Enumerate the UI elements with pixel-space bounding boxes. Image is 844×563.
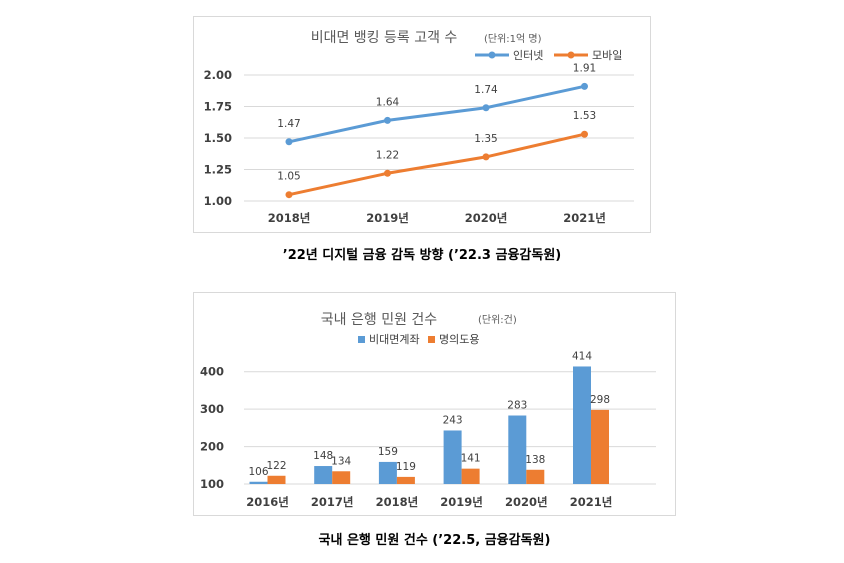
data-label: 119: [396, 461, 416, 473]
chart-caption: ’22년 디지털 금융 감독 방향 (’22.3 금융감독원): [282, 248, 562, 263]
data-label: 1.53: [573, 110, 596, 122]
y-tick-label: 100: [200, 477, 224, 491]
bar: [249, 481, 268, 484]
x-tick-label: 2016년: [246, 495, 289, 509]
y-tick-label: 400: [200, 365, 224, 379]
y-tick-label: 300: [200, 402, 224, 416]
x-axis: 2018년 2019년 2020년 2021년: [268, 211, 606, 225]
x-tick-label: 2020년: [465, 211, 508, 225]
bar: [508, 415, 527, 484]
bar: [591, 409, 609, 484]
series-line: [288, 132, 585, 197]
data-label: 243: [443, 414, 463, 426]
data-label: 414: [572, 350, 592, 362]
x-tick-label: 2020년: [505, 495, 548, 509]
x-tick-label: 2018년: [376, 495, 419, 509]
data-label: 106: [248, 466, 268, 478]
legend: 비대면계좌 명의도용: [358, 333, 479, 346]
line-chart-panel: 비대면 뱅킹 등록 고객 수 (단위:1억 명) 인터넷 모바일 1.00 1.25…: [193, 16, 651, 233]
plot-area: 106 148 159 243 283 414 122 134 119 141 138 298: [248, 350, 610, 484]
bar-chart: 국내 은행 민원 건수 (단위:건) 비대면계좌 명의도용 100 200 300 40…: [200, 312, 656, 509]
legend-marker: [567, 51, 575, 59]
legend: 인터넷 모바일: [475, 48, 622, 62]
legend-marker: [488, 51, 496, 59]
y-tick-label: 1.75: [204, 100, 232, 114]
data-point: [285, 191, 293, 199]
x-tick-label: 2017년: [311, 495, 354, 509]
data-point: [384, 116, 391, 124]
data-label: 1.05: [277, 171, 300, 183]
y-tick-label: 1.25: [204, 163, 232, 177]
data-label: 298: [590, 394, 610, 406]
x-tick-label: 2021년: [563, 211, 606, 225]
y-axis: 100 200 300 400: [200, 365, 224, 491]
data-point: [581, 130, 588, 138]
bar: [573, 366, 591, 484]
data-label: 141: [461, 453, 481, 465]
legend-swatch: [358, 336, 365, 343]
bar: [332, 471, 351, 484]
x-tick-label: 2019년: [440, 495, 483, 509]
chart-unit: (단위:건): [478, 313, 517, 326]
y-tick-label: 2.00: [204, 68, 232, 82]
bar: [396, 476, 415, 484]
legend-swatch: [428, 336, 435, 343]
data-label: 1.22: [376, 149, 399, 161]
x-tick-label: 2019년: [366, 211, 409, 225]
bar-chart-panel: 국내 은행 민원 건수 (단위:건) 비대면계좌 명의도용 100 200 300 40…: [193, 292, 676, 516]
data-label: 159: [378, 446, 398, 458]
chart-title: 국내 은행 민원 건수: [321, 312, 438, 328]
data-label: 1.47: [277, 118, 300, 130]
chart-title: 비대면 뱅킹 등록 고객 수: [311, 30, 458, 46]
x-axis: 2016년 2017년 2018년 2019년 2020년 2021년: [246, 495, 612, 509]
data-label: 148: [313, 450, 333, 462]
data-label: 1.91: [573, 62, 596, 74]
legend-label: 명의도용: [439, 333, 479, 346]
data-label: 283: [507, 400, 527, 412]
data-point: [581, 82, 588, 90]
data-label: 122: [266, 460, 286, 472]
data-point: [285, 138, 293, 146]
plot-area: 1.47 1.64 1.74 1.91 1.05 1.22 1.35 1.53: [277, 62, 596, 199]
y-axis: 1.00 1.25 1.50 1.75 2.00: [204, 68, 232, 208]
bar: [461, 468, 480, 484]
data-point: [482, 153, 490, 161]
data-point: [384, 169, 391, 177]
legend-label: 비대면계좌: [369, 333, 420, 346]
chart-caption: 국내 은행 민원 건수 (’22.5, 금융감독원): [318, 533, 551, 548]
data-label: 134: [331, 455, 351, 467]
data-point: [482, 104, 490, 112]
bar: [267, 475, 286, 484]
bar: [314, 466, 333, 484]
data-label: 1.74: [474, 84, 498, 96]
bar: [526, 469, 545, 484]
x-tick-label: 2018년: [268, 211, 311, 225]
y-tick-label: 1.50: [204, 131, 232, 145]
line-chart: 비대면 뱅킹 등록 고객 수 (단위:1억 명) 인터넷 모바일 1.00 1.25…: [204, 30, 634, 225]
bar: [443, 430, 462, 484]
y-tick-label: 1.00: [204, 194, 232, 208]
data-label: 1.64: [376, 96, 400, 108]
series-line: [288, 84, 585, 144]
x-tick-label: 2021년: [570, 495, 613, 509]
legend-label: 모바일: [592, 48, 622, 62]
data-label: 1.35: [474, 133, 497, 145]
data-label: 138: [525, 454, 545, 466]
legend-label: 인터넷: [513, 49, 543, 62]
bar: [378, 461, 397, 484]
y-tick-label: 200: [200, 440, 224, 454]
chart-unit: (단위:1억 명): [484, 32, 542, 45]
